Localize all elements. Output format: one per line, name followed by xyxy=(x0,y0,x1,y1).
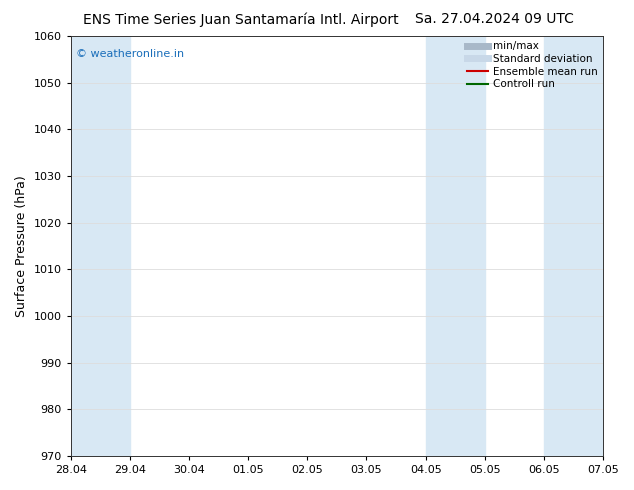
Text: Sa. 27.04.2024 09 UTC: Sa. 27.04.2024 09 UTC xyxy=(415,12,574,26)
Bar xyxy=(71,36,130,456)
Y-axis label: Surface Pressure (hPa): Surface Pressure (hPa) xyxy=(15,175,28,317)
Text: ENS Time Series Juan Santamaría Intl. Airport: ENS Time Series Juan Santamaría Intl. Ai… xyxy=(83,12,399,27)
Bar xyxy=(425,36,485,456)
Text: © weatheronline.in: © weatheronline.in xyxy=(76,49,184,59)
Legend: min/max, Standard deviation, Ensemble mean run, Controll run: min/max, Standard deviation, Ensemble me… xyxy=(467,41,598,89)
Bar xyxy=(544,36,603,456)
